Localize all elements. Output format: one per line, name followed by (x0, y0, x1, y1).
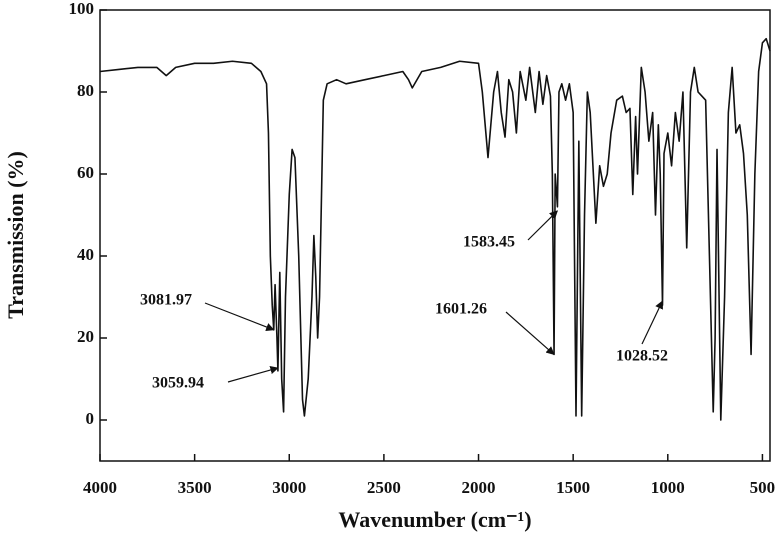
x-tick-label: 500 (750, 478, 776, 497)
x-tick-label: 3500 (178, 478, 212, 497)
annotation-arrow (527, 210, 558, 241)
annotation-arrow (227, 365, 279, 383)
y-tick-label: 80 (77, 81, 94, 100)
annotation-arrow (505, 311, 555, 355)
y-tick-label: 20 (77, 327, 94, 346)
y-tick-label: 100 (69, 0, 95, 18)
annotation-label: 3081.97 (140, 292, 192, 309)
x-tick-label: 2000 (462, 478, 496, 497)
x-tick-label: 2500 (367, 478, 401, 497)
y-tick-label: 0 (86, 409, 95, 428)
annotation-arrow (641, 300, 663, 345)
spectrum-line (99, 37, 771, 421)
x-tick-label: 4000 (83, 478, 117, 497)
y-tick-label: 60 (77, 163, 94, 182)
y-axis-title: Transmission (%) (3, 151, 28, 319)
annotation-label: 1583.45 (463, 234, 515, 251)
annotation-label: 1601.26 (435, 301, 487, 318)
annotation-label: 3059.94 (152, 375, 204, 392)
y-tick-label: 40 (77, 245, 94, 264)
x-tick-label: 1000 (651, 478, 685, 497)
x-axis-title: Wavenumber (cm⁻¹) (338, 507, 531, 532)
x-tick-label: 3000 (272, 478, 306, 497)
annotation-label: 1028.52 (616, 348, 668, 365)
x-tick-label: 1500 (556, 478, 590, 497)
annotation-arrow (204, 302, 275, 331)
plot-frame (99, 9, 771, 462)
